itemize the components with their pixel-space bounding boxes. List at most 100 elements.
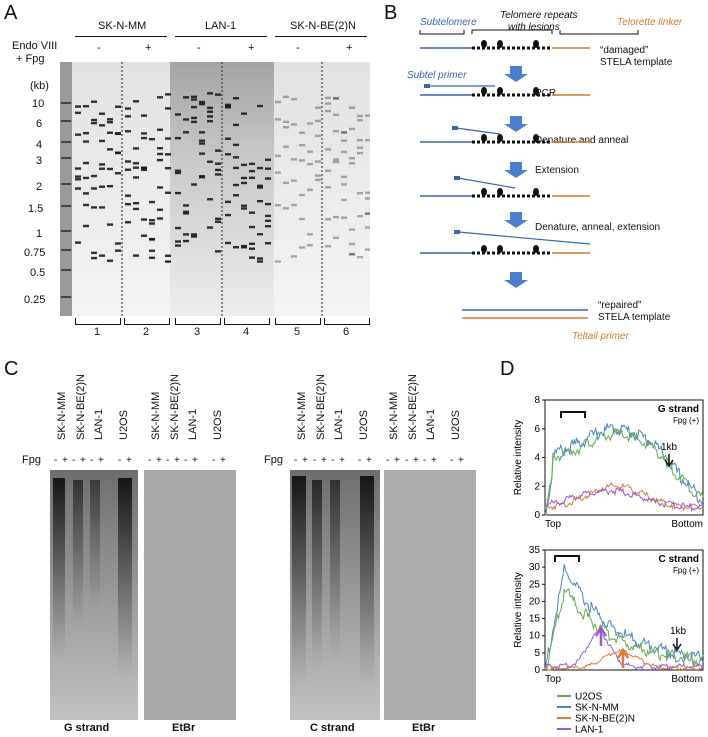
- gel-band: [225, 241, 231, 245]
- gel-band: [207, 160, 213, 163]
- up-arrow-icon: [616, 647, 630, 668]
- y-tick-label: 15: [529, 614, 541, 625]
- profile-line: [544, 588, 704, 671]
- gel-band: [191, 235, 197, 238]
- plus-label: +: [394, 455, 400, 466]
- gel-band: [315, 174, 321, 177]
- gel-band: [99, 167, 105, 170]
- gel-band: [307, 244, 313, 247]
- gel-band: [215, 220, 221, 223]
- damaged-label: “damaged”: [600, 45, 649, 56]
- gel-band: [275, 154, 281, 158]
- gel-band: [357, 138, 363, 142]
- gel-band: [149, 200, 155, 204]
- gel-band: [133, 176, 139, 179]
- gel-band: [325, 96, 331, 100]
- gel-band: [365, 212, 370, 215]
- x-end-label: Bottom: [671, 674, 703, 685]
- gel-band: [83, 224, 89, 228]
- gel-band: [349, 253, 355, 256]
- gel-band: [75, 175, 81, 178]
- gel-g-strand: [50, 470, 138, 720]
- primer-strand: [455, 127, 501, 135]
- gel-band: [215, 250, 221, 253]
- gel-band: [299, 143, 305, 147]
- gel-band: [365, 197, 370, 200]
- lesion-mark: [533, 87, 539, 95]
- gel-band: [133, 201, 139, 205]
- gel-band: [149, 219, 155, 222]
- minus-label: -: [386, 455, 390, 466]
- lesion-mark: [533, 40, 539, 48]
- fpg-label: Fpg: [22, 454, 41, 466]
- kb-label: (kb): [30, 80, 49, 92]
- plus-label: +: [413, 455, 419, 466]
- ladder-band: [61, 183, 71, 185]
- ladder-band: [61, 102, 71, 104]
- plus-label: +: [126, 455, 132, 466]
- gel-band: [333, 236, 339, 240]
- etbr-label: EtBr: [412, 722, 436, 734]
- minus-label: -: [166, 455, 170, 466]
- down-arrow-icon: [504, 162, 528, 178]
- minus-label: -: [294, 455, 298, 466]
- gel-band: [165, 137, 171, 140]
- gel-band: [183, 212, 189, 215]
- gel-band: [75, 111, 81, 115]
- lesion-mark: [481, 134, 487, 142]
- legend-label: LAN-1: [575, 725, 604, 736]
- gel-band: [333, 215, 339, 219]
- plus-label: +: [321, 455, 327, 466]
- gel-band: [141, 234, 147, 237]
- ladder-band: [61, 269, 71, 271]
- gel-band: [275, 260, 281, 263]
- gel-band: [125, 107, 131, 110]
- gel-band: [75, 105, 81, 108]
- gel-band: [191, 95, 197, 98]
- gel-band: [249, 247, 255, 250]
- group-divider: [75, 36, 167, 37]
- step-label: PCR: [535, 88, 557, 99]
- gel-band: [107, 167, 113, 171]
- gel-band: [225, 153, 231, 156]
- treatment-label: + Fpg: [16, 53, 45, 65]
- lane-bracket: [224, 318, 270, 325]
- gel-band: [99, 163, 105, 166]
- gel-c-etbr: [384, 470, 476, 720]
- plus-label: +: [248, 42, 255, 54]
- gel-band: [175, 113, 181, 116]
- gel-band: [175, 240, 181, 243]
- gel-band: [215, 149, 221, 152]
- gel-band: [199, 100, 205, 104]
- gel-band: [333, 129, 339, 133]
- lesion-mark: [497, 188, 503, 196]
- primer-head: [454, 176, 460, 180]
- panel-label-c: C: [4, 358, 19, 380]
- gel-band: [283, 120, 289, 124]
- gel-band: [265, 219, 271, 223]
- lane-label: SK-N-MM: [56, 391, 68, 440]
- gel-band: [341, 131, 347, 134]
- plus-label: +: [346, 42, 353, 54]
- ladder-band: [61, 296, 71, 298]
- gel-band: [365, 248, 370, 251]
- gel-band: [91, 256, 97, 260]
- gel-band: [349, 127, 355, 131]
- lane-label: SK-N-MM: [296, 391, 308, 440]
- cell-line-label: SK-N-MM: [98, 20, 147, 32]
- gel-band: [249, 169, 255, 173]
- gel-band: [299, 246, 305, 249]
- gel-band: [241, 112, 247, 115]
- gel-band: [107, 120, 113, 124]
- gel-band: [157, 186, 163, 189]
- gel-band: [133, 166, 139, 169]
- gel-band: [233, 97, 239, 100]
- gel-band: [341, 198, 347, 202]
- gel-band: [107, 118, 113, 121]
- gel-band: [315, 160, 321, 163]
- gel-band: [315, 106, 321, 109]
- stela-schematic: [419, 29, 639, 319]
- lane-label: U2OS: [450, 410, 462, 440]
- gel-band: [241, 204, 247, 207]
- gel-band: [199, 142, 205, 145]
